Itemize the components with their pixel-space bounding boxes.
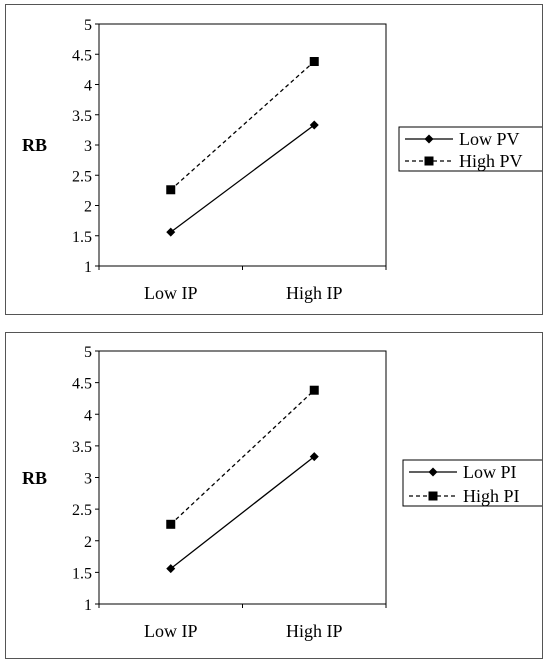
chart-panel-1: 1 1.5 2 2.5 3 3.5 4 4.5 5 Low IP High IP RB Low PV Hi…	[5, 4, 543, 315]
legend-label-1-0: Low PV	[459, 129, 520, 149]
x-tick-label-2-0: Low IP	[144, 621, 198, 641]
series-line-2-1	[170, 389, 315, 525]
legend-marker-2-1	[428, 491, 438, 501]
y-tick-label-2-8: 5	[84, 344, 92, 361]
y-tick-label-2-0: 1	[84, 597, 92, 614]
x-tick-label-1-0: Low IP	[144, 283, 198, 303]
data-point-2-0-0	[166, 564, 176, 574]
data-point-2-1-0	[166, 519, 176, 529]
y-tick-label-1-8: 5	[84, 17, 92, 34]
data-point-1-1-0	[166, 185, 176, 195]
y-axis-label-1: RB	[22, 135, 47, 155]
legend-label-2-0: Low PI	[463, 462, 517, 482]
data-point-2-0-1	[309, 452, 319, 462]
plot-area-2	[98, 350, 387, 605]
data-point-1-0-1	[309, 120, 319, 130]
y-tick-label-1-1: 1.5	[72, 229, 92, 246]
data-point-2-1-1	[309, 385, 319, 395]
y-tick-label-1-2: 2	[84, 199, 92, 216]
legend-label-1-1: High PV	[459, 151, 523, 171]
y-tick-label-1-0: 1	[84, 259, 92, 276]
y-tick-label-2-6: 4	[84, 407, 92, 424]
chart-panel-2: 1 1.5 2 2.5 3 3.5 4 4.5 5 Low IP High IP RB Low PI Hi…	[5, 332, 543, 659]
x-tick-label-2-1: High IP	[286, 621, 343, 641]
chart-1: 1 1.5 2 2.5 3 3.5 4 4.5 5 Low IP High IP RB Low PVHi…	[22, 17, 542, 303]
legend-box-2	[402, 459, 542, 507]
legend-marker-2-0	[428, 467, 438, 477]
y-tick-label-2-4: 3	[84, 471, 92, 488]
y-tick-label-1-6: 4	[84, 78, 92, 95]
y-tick-label-2-2: 2	[84, 534, 92, 551]
legend-label-2-1: High PI	[463, 486, 520, 506]
series-line-2-0	[170, 456, 315, 570]
y-tick-label-2-7: 4.5	[72, 376, 92, 393]
chart-2: 1 1.5 2 2.5 3 3.5 4 4.5 5 Low IP High IP RB Low PI Hi…	[22, 344, 542, 641]
series-line-1-1	[170, 61, 315, 191]
x-tick-label-1-1: High IP	[286, 283, 343, 303]
legend-marker-1-0	[424, 134, 434, 144]
y-tick-label-1-5: 3.5	[72, 108, 92, 125]
y-tick-label-2-1: 1.5	[72, 565, 92, 582]
plot-area-1	[98, 23, 387, 267]
y-tick-label-1-7: 4.5	[72, 47, 92, 64]
data-point-1-0-0	[166, 227, 176, 237]
data-point-1-1-1	[309, 57, 319, 67]
series-line-1-0	[170, 124, 315, 233]
y-tick-label-2-3: 2.5	[72, 502, 92, 519]
legend-marker-1-1	[424, 156, 434, 166]
y-tick-label-1-3: 2.5	[72, 168, 92, 185]
y-tick-label-2-5: 3.5	[72, 439, 92, 456]
y-tick-label-1-4: 3	[84, 138, 92, 155]
y-axis-label-2: RB	[22, 468, 47, 488]
legend-box-1	[398, 126, 542, 172]
